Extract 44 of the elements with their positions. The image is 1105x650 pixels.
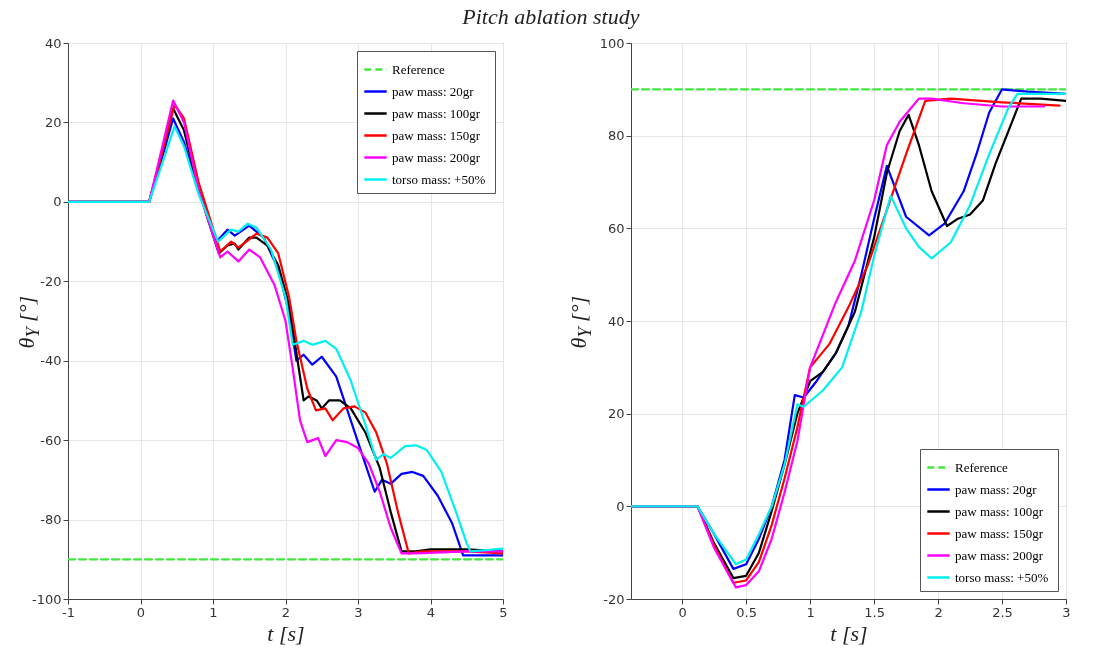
x-tick-label: 0: [136, 604, 146, 620]
text: Pitch ablation study: [461, 3, 640, 29]
y-tick-label: -100: [31, 591, 62, 607]
y-tick-label: -20: [603, 591, 625, 607]
x-tick-label: 4: [426, 604, 436, 620]
y-tick-label: -60: [40, 432, 62, 448]
y-tick-label: 40: [607, 313, 625, 329]
x-tick-label: 0.5: [736, 604, 757, 620]
y-tick-label: -20: [40, 273, 62, 289]
y-tick-label: 0: [53, 194, 62, 210]
y-tick-label: 0: [616, 498, 625, 514]
y-tick-label: 20: [607, 406, 625, 422]
y-tick-label: -80: [40, 512, 62, 528]
legend-label: Reference: [392, 61, 445, 77]
legend-label: torso mass: +50%: [955, 569, 1049, 585]
legend-label: paw mass: 200gr: [955, 547, 1044, 563]
legend-label: Reference: [955, 459, 1008, 475]
legend-label: paw mass: 100gr: [955, 503, 1044, 519]
x-tick-label: 2: [934, 604, 943, 620]
x-tick-label: 2.5: [992, 604, 1013, 620]
legend-label: paw mass: 100gr: [392, 105, 481, 121]
y-tick-label: -40: [40, 353, 62, 369]
x-tick-label: 5: [499, 604, 508, 620]
legend-label: paw mass: 200gr: [392, 149, 481, 165]
y-tick-label: 100: [599, 35, 625, 51]
legend-label: paw mass: 150gr: [392, 127, 481, 143]
legend-label: torso mass: +50%: [392, 171, 486, 187]
legend-label: paw mass: 20gr: [955, 481, 1038, 497]
x-tick-label: 1: [209, 604, 218, 620]
x-tick-label: 1.5: [864, 604, 885, 620]
x-tick-label: 3: [1062, 604, 1071, 620]
x-axis-title: t [s]: [830, 620, 868, 646]
y-tick-label: 60: [607, 220, 625, 236]
y-tick-label: 80: [607, 128, 625, 144]
legend-label: paw mass: 150gr: [955, 525, 1044, 541]
x-tick-label: 0: [678, 604, 687, 620]
x-axis-title: t [s]: [267, 620, 305, 646]
y-tick-label: 40: [44, 35, 62, 51]
x-tick-label: 3: [354, 604, 363, 620]
x-tick-label: 1: [806, 604, 815, 620]
x-tick-label: -1: [62, 604, 75, 620]
y-tick-label: 20: [44, 114, 62, 130]
x-tick-label: 2: [281, 604, 291, 620]
legend-label: paw mass: 20gr: [392, 83, 475, 99]
